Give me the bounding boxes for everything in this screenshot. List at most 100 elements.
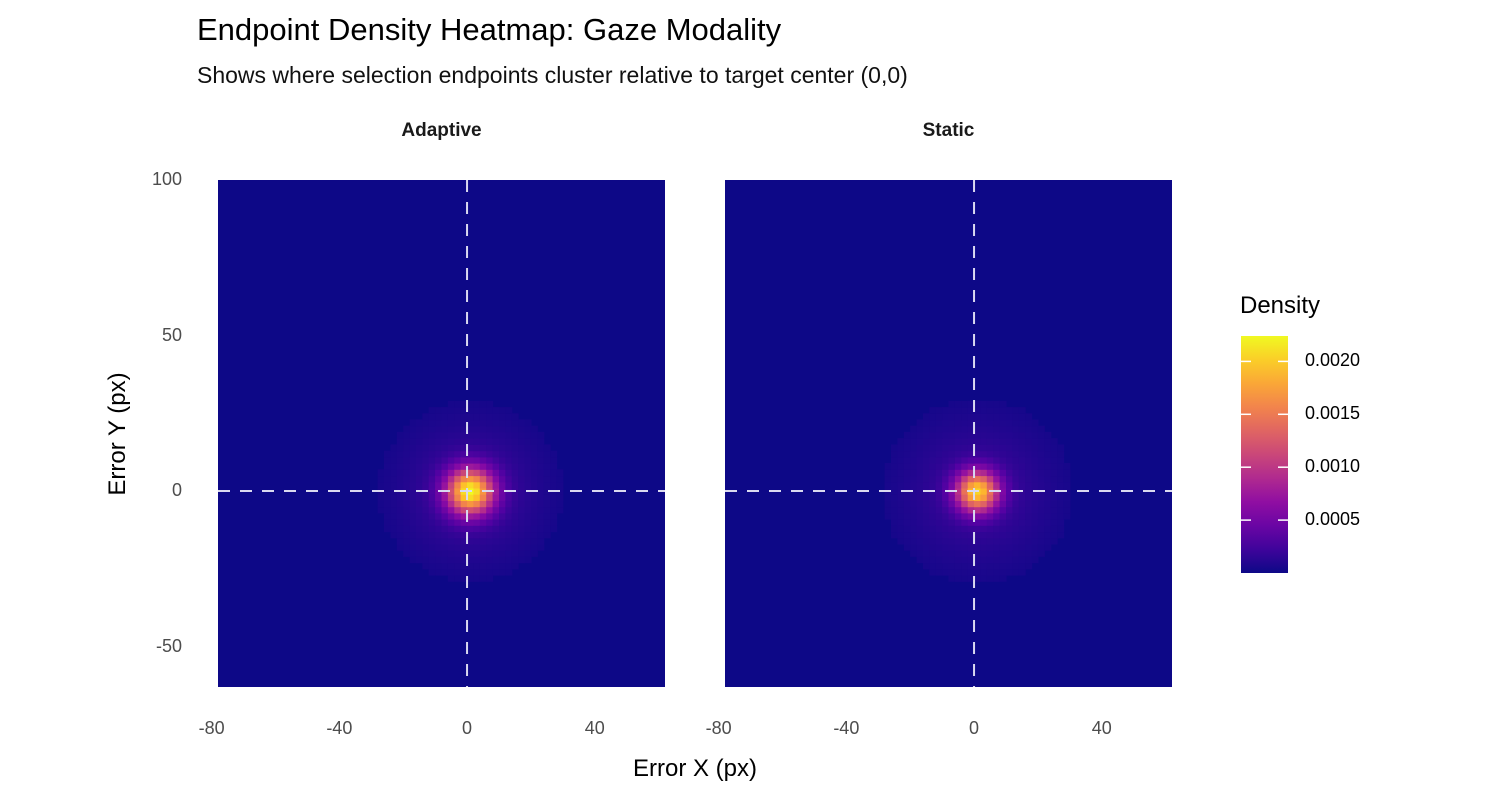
heatmap-cell <box>1025 431 1033 439</box>
heatmap-cell <box>530 550 538 557</box>
heatmap-cell <box>1012 506 1020 514</box>
heatmap-cell <box>897 450 905 458</box>
heatmap-cell <box>454 456 462 464</box>
heatmap-cell <box>974 500 981 508</box>
heatmap-cell <box>967 463 975 470</box>
heatmap-cell <box>505 500 513 508</box>
heatmap-cell <box>935 531 943 539</box>
heatmap-cell <box>1006 450 1013 458</box>
heatmap-cell <box>1018 481 1026 489</box>
heatmap-cell <box>986 494 994 501</box>
heatmap-cell <box>1044 431 1052 439</box>
heatmap-cell <box>980 494 988 501</box>
heatmap-cell <box>390 500 398 508</box>
heatmap-cell <box>499 419 506 427</box>
heatmap-cell <box>409 494 417 501</box>
heatmap-cell <box>524 438 532 445</box>
heatmap-cell <box>954 407 962 414</box>
heatmap-cell <box>1063 463 1071 470</box>
colorbar-tick-label: 0.0005 <box>1305 509 1361 530</box>
heatmap-cell <box>929 450 937 458</box>
heatmap-cell <box>441 500 449 508</box>
heatmap-cell <box>929 413 937 421</box>
heatmap-cell <box>980 456 988 464</box>
heatmap-cell <box>384 525 391 533</box>
heatmap-cell <box>910 494 918 501</box>
heatmap-cell <box>916 444 924 452</box>
heatmap-cell <box>1037 469 1045 477</box>
heatmap-cell <box>942 450 950 458</box>
heatmap-cell <box>428 494 436 501</box>
heatmap-cell <box>486 543 494 551</box>
heatmap-cell <box>986 475 994 483</box>
heatmap-cell <box>530 506 538 514</box>
heatmap-cell <box>505 444 513 452</box>
heatmap-cell <box>518 519 526 526</box>
heatmap-cell <box>1025 456 1033 464</box>
heatmap-cell <box>999 506 1007 514</box>
heatmap-cell <box>954 400 962 408</box>
heatmap-cell <box>929 537 937 545</box>
heatmap-cell <box>891 531 898 539</box>
heatmap-cell <box>935 469 943 477</box>
heatmap-cell <box>916 438 924 445</box>
heatmap-cell <box>929 568 937 576</box>
heatmap-cell <box>473 500 481 508</box>
heatmap-cell <box>891 500 898 508</box>
heatmap-cell <box>441 556 449 564</box>
heatmap-cell <box>384 469 391 477</box>
heatmap-cell <box>891 450 898 458</box>
heatmap-cell <box>390 475 398 483</box>
heatmap-cell <box>999 469 1007 477</box>
heatmap-cell <box>447 413 455 421</box>
heatmap-cell <box>999 568 1007 576</box>
heatmap-cell <box>403 456 411 464</box>
heatmap-cell <box>1018 463 1026 470</box>
heatmap-cell <box>942 512 950 520</box>
heatmap-cell <box>473 400 481 408</box>
heatmap-cell <box>954 475 962 483</box>
heatmap-cell <box>505 413 513 421</box>
heatmap-cell <box>447 494 455 501</box>
heatmap-cell <box>986 413 994 421</box>
heatmap-cell <box>903 506 911 514</box>
heatmap-cell <box>935 463 943 470</box>
heatmap-cell <box>903 494 911 501</box>
heatmap-cell <box>377 494 385 501</box>
heatmap-cell <box>1031 512 1039 520</box>
heatmap-cell <box>486 419 494 427</box>
heatmap-cell <box>954 525 962 533</box>
heatmap-cell <box>492 463 500 470</box>
heatmap-cell <box>986 506 994 514</box>
heatmap-cell <box>416 425 423 433</box>
heatmap-cell <box>903 481 911 489</box>
heatmap-cell <box>416 444 423 452</box>
heatmap-cell <box>1063 475 1071 483</box>
heatmap-cell <box>986 556 994 564</box>
heatmap-cell <box>967 568 975 576</box>
heatmap-cell <box>492 500 500 508</box>
colorbar-tick-label: 0.0015 <box>1305 403 1361 424</box>
heatmap-cell <box>505 556 513 564</box>
heatmap-cell <box>884 481 892 489</box>
heatmap-cell <box>1012 469 1020 477</box>
heatmap-cell <box>897 506 905 514</box>
heatmap-cell <box>499 469 506 477</box>
heatmap-cell <box>479 469 487 477</box>
heatmap-cell <box>409 550 417 557</box>
heatmap-cell <box>511 475 519 483</box>
heatmap-cell <box>505 537 513 545</box>
heatmap-cell <box>942 543 950 551</box>
heatmap-cell <box>954 543 962 551</box>
heatmap-cell <box>923 556 930 564</box>
heatmap-cell <box>1018 556 1026 564</box>
heatmap-cell <box>409 481 417 489</box>
heatmap-cell <box>467 450 474 458</box>
heatmap-cell <box>473 487 481 495</box>
heatmap-cell <box>1006 407 1013 414</box>
heatmap-cell <box>403 487 411 495</box>
heatmap-cell <box>511 531 519 539</box>
heatmap-cell <box>428 506 436 514</box>
heatmap-cell <box>1031 494 1039 501</box>
